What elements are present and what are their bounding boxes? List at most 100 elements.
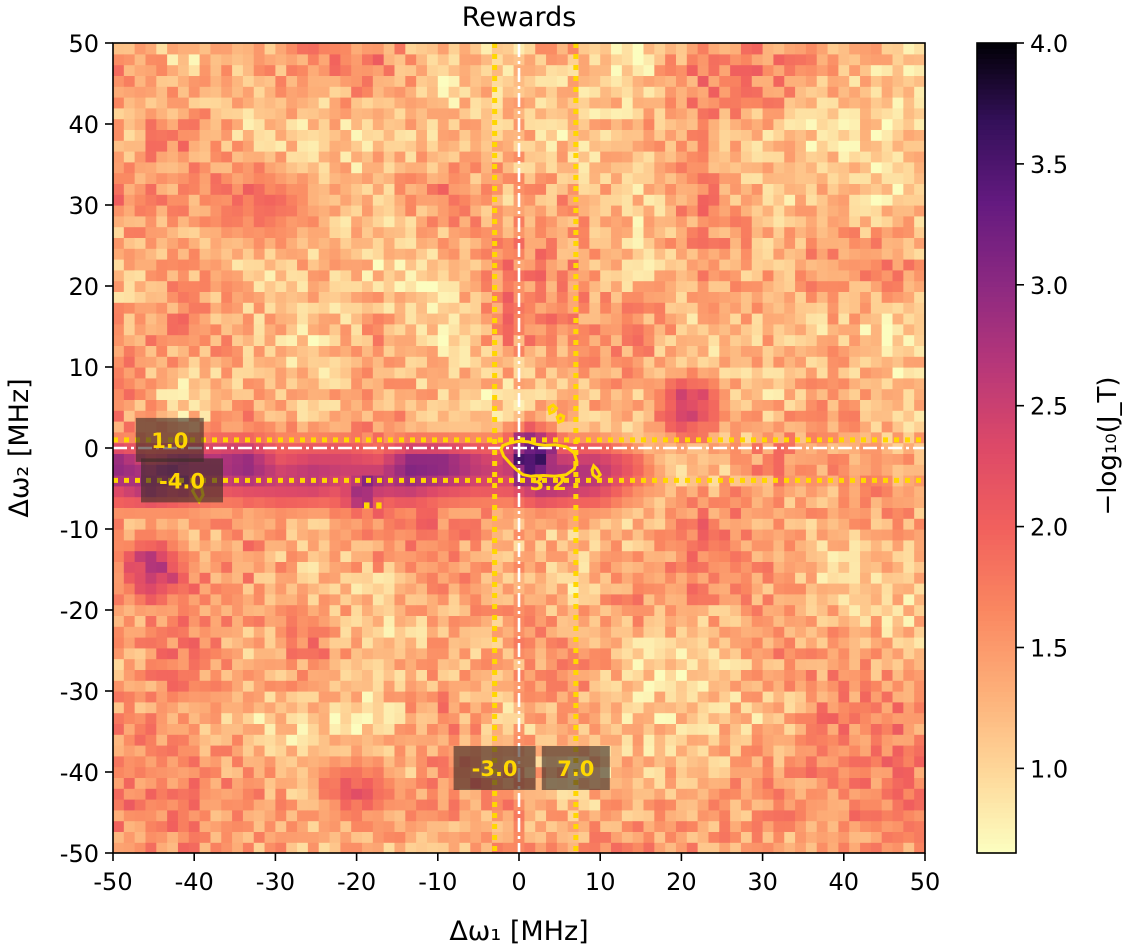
heatmap-cell [740,248,753,260]
heatmap-cell [589,280,601,292]
heatmap-cell [394,583,406,595]
heatmap-cell [600,442,612,454]
heatmap-cell [502,53,515,66]
heatmap-cell [643,831,655,843]
heatmap-cell [675,215,688,228]
heatmap-cell [242,604,255,616]
heatmap-cell [351,626,363,638]
heatmap-cell [416,323,428,336]
heatmap-cell [740,529,753,541]
heatmap-cell [167,237,179,249]
heatmap-cell [675,64,688,76]
heatmap-cell [708,723,720,735]
heatmap-cell [589,172,601,184]
heatmap-cell [134,539,147,552]
heatmap-cell [448,529,461,541]
heatmap-cell [784,561,796,573]
heatmap-cell [470,529,482,541]
heatmap-cell [697,161,710,174]
heatmap-cell [491,280,504,292]
heatmap-cell [675,712,688,724]
heatmap-cell [221,377,233,390]
heatmap-cell [686,626,699,638]
heatmap-cell [730,647,742,660]
heatmap-cell [329,107,341,120]
heatmap-cell [177,712,190,724]
heatmap-cell [372,626,385,638]
heatmap-cell [372,215,385,228]
heatmap-cell [730,755,742,768]
heatmap-cell [546,669,558,681]
heatmap-cell [167,269,179,282]
heatmap-cell [675,205,688,217]
heatmap-cell [795,453,807,465]
heatmap-cell [784,831,796,843]
heatmap-cell [242,356,255,368]
heatmap-cell [351,691,363,703]
heatmap-cell [762,410,775,422]
heatmap-cell [459,453,471,465]
heatmap-cell [405,226,417,238]
heatmap-cell [805,64,818,76]
heatmap-cell [123,269,136,282]
heatmap-cell [372,572,385,584]
heatmap-cell [643,421,655,433]
heatmap-cell [448,561,461,573]
heatmap-cell [318,97,331,109]
heatmap-cell [600,269,612,282]
heatmap-cell [740,572,753,584]
heatmap-cell [275,53,287,66]
heatmap-cell [297,485,309,498]
heatmap-cell [297,64,309,76]
heatmap-cell [578,518,590,530]
heatmap-cell [665,788,677,800]
heatmap-cell [470,788,482,800]
heatmap-cell [556,280,569,292]
heatmap-cell [611,561,623,573]
heatmap-cell [275,626,287,638]
heatmap-cell [481,248,493,260]
heatmap-cell [297,755,309,768]
heatmap-cell [221,777,233,789]
heatmap-cell [242,183,255,195]
heatmap-cell [297,831,309,843]
heatmap-cell [708,485,720,498]
heatmap-cell [491,615,504,627]
heatmap-cell [708,205,720,217]
heatmap-cell [362,313,374,325]
heatmap-cell [123,734,136,746]
heatmap-cell [513,561,526,573]
heatmap-cell [556,842,569,854]
heatmap-cell [437,658,450,670]
heatmap-cell [654,75,666,87]
heatmap-cell [719,269,731,282]
heatmap-cell [697,842,710,854]
heatmap-cell [675,604,688,616]
heatmap-cell [643,118,655,130]
heatmap-cell [167,280,179,292]
heatmap-cell [805,604,818,616]
heatmap-cell [242,680,255,692]
heatmap-cell [708,118,720,130]
heatmap-cell [621,550,634,562]
heatmap-cell [177,280,190,292]
heatmap-cell [643,367,655,379]
heatmap-cell [611,604,623,616]
heatmap-cell [470,615,482,627]
heatmap-cell [232,64,244,76]
heatmap-cell [665,723,677,735]
heatmap-cell [221,669,233,681]
heatmap-cell [156,680,168,692]
heatmap-cell [221,129,233,141]
heatmap-cell [686,572,699,584]
heatmap-cell [383,323,396,336]
heatmap-cell [665,183,677,195]
heatmap-cell [253,539,266,552]
heatmap-cell [556,788,569,800]
heatmap-cell [275,97,287,109]
heatmap-cell [481,529,493,541]
heatmap-cell [546,691,558,703]
heatmap-cell [221,626,233,638]
heatmap-cell [405,485,417,498]
heatmap-cell [730,485,742,498]
